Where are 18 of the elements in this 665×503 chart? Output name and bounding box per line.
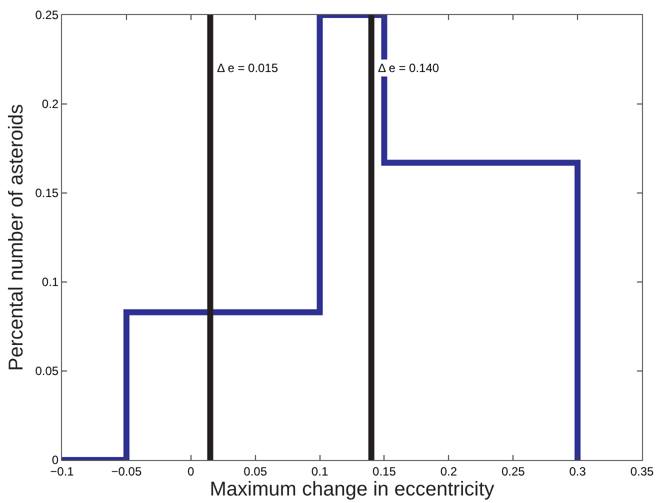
x-tick-label: 0.2 (440, 464, 458, 478)
x-tick-label: 0.25 (501, 464, 526, 478)
y-tick-label: 0.1 (42, 275, 59, 290)
x-tick-label: 0 (188, 464, 195, 478)
x-axis-title: Maximum change in eccentricity (210, 478, 494, 500)
y-tick-label: 0.15 (35, 186, 59, 200)
ref-line-label: Δ e = 0.015 (217, 61, 278, 75)
x-tick-label: −0.05 (111, 464, 142, 478)
x-tick-label: 0.05 (244, 464, 268, 478)
y-axis-title: Percental number of asteroids (6, 104, 28, 371)
x-tick-label: 0.1 (311, 464, 328, 478)
y-tick-label: 0.25 (35, 8, 59, 22)
x-tick-label: 0.15 (372, 464, 396, 478)
y-tick-label: 0.05 (35, 364, 59, 378)
x-tick-label: 0.3 (569, 464, 586, 478)
y-tick-label: 0.2 (42, 97, 59, 112)
ref-line-label: Δ e = 0.140 (378, 61, 440, 75)
x-tick-label: 0.35 (630, 464, 654, 478)
